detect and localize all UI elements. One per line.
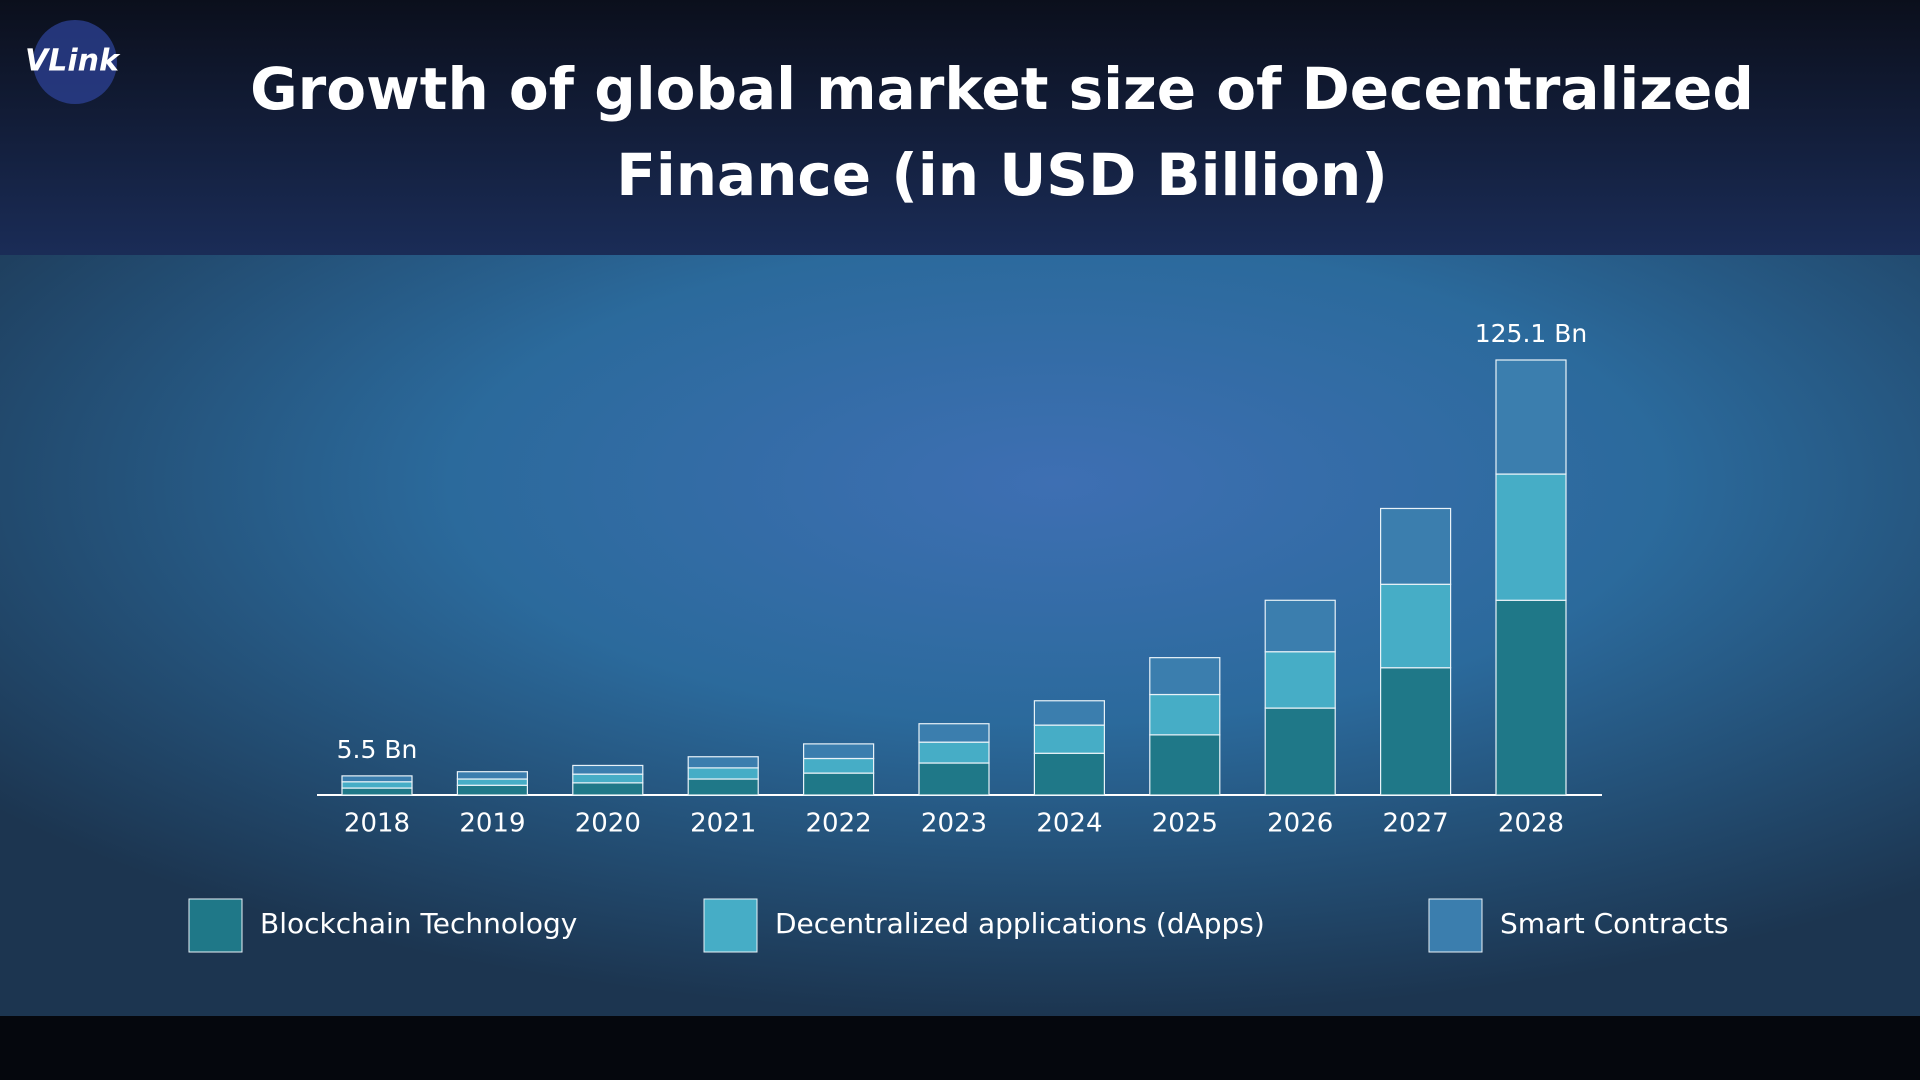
x-tick-label: 2025	[1152, 809, 1218, 839]
chart-title: Finance (in USD Billion)	[616, 141, 1388, 209]
bar-segment	[572, 773, 644, 784]
x-tick-label: 2026	[1267, 809, 1333, 839]
bar-segment	[572, 764, 644, 775]
bar-segment	[456, 778, 528, 786]
value-label: 125.1 Bn	[1475, 319, 1588, 348]
x-tick-label: 2024	[1036, 809, 1102, 839]
bar-segment	[1264, 707, 1336, 796]
x-tick-label: 2021	[690, 809, 756, 839]
x-tick-label: 2022	[806, 809, 872, 839]
bar-segment	[918, 723, 990, 743]
bar-segment	[918, 762, 990, 796]
bar-segment	[1495, 473, 1567, 601]
bar-segment	[1495, 359, 1567, 475]
x-tick-label: 2023	[921, 809, 987, 839]
bar-segment	[1264, 651, 1336, 709]
legend-swatch	[1428, 898, 1483, 953]
x-tick-label: 2020	[575, 809, 641, 839]
bar-segment	[802, 757, 875, 774]
bar-segment	[802, 772, 875, 796]
bar-segment	[1495, 599, 1567, 796]
bar-segment	[1379, 667, 1452, 796]
bar-segment	[1264, 599, 1336, 653]
bar-segment	[1033, 724, 1106, 754]
bar-segment	[687, 767, 759, 780]
bar-segment	[1149, 734, 1221, 796]
bar-segment	[1033, 700, 1106, 726]
legend-label: Smart Contracts	[1500, 907, 1729, 940]
chart-panel	[0, 255, 1920, 1016]
bar-segment	[456, 784, 528, 796]
bar-segment	[1149, 657, 1221, 696]
bar-segment	[1149, 693, 1221, 736]
header-band	[0, 0, 1920, 255]
bar-segment	[572, 782, 644, 796]
bar-segment	[687, 778, 759, 796]
logo: VLink	[25, 44, 121, 79]
bar-segment	[1379, 507, 1452, 585]
legend-swatch	[188, 898, 243, 953]
chart-title: Growth of global market size of Decentra…	[250, 55, 1754, 123]
x-tick-label: 2018	[344, 809, 410, 839]
bar-segment	[1033, 752, 1106, 796]
bar-segment	[341, 781, 413, 789]
bar-segment	[1379, 583, 1452, 669]
bar-segment	[341, 775, 413, 783]
bar-segment	[456, 771, 528, 780]
bar-segment	[341, 787, 413, 796]
bar-segment	[687, 756, 759, 769]
legend-swatch	[703, 898, 758, 953]
value-label: 5.5 Bn	[337, 735, 418, 764]
legend-label: Decentralized applications (dApps)	[775, 907, 1265, 940]
legend-label: Blockchain Technology	[260, 907, 577, 940]
x-tick-label: 2019	[459, 809, 525, 839]
logo-globe	[33, 20, 117, 104]
bar-segment	[802, 743, 875, 760]
x-tick-label: 2028	[1498, 809, 1564, 839]
x-tick-label: 2027	[1383, 809, 1449, 839]
bar-segment	[918, 741, 990, 764]
